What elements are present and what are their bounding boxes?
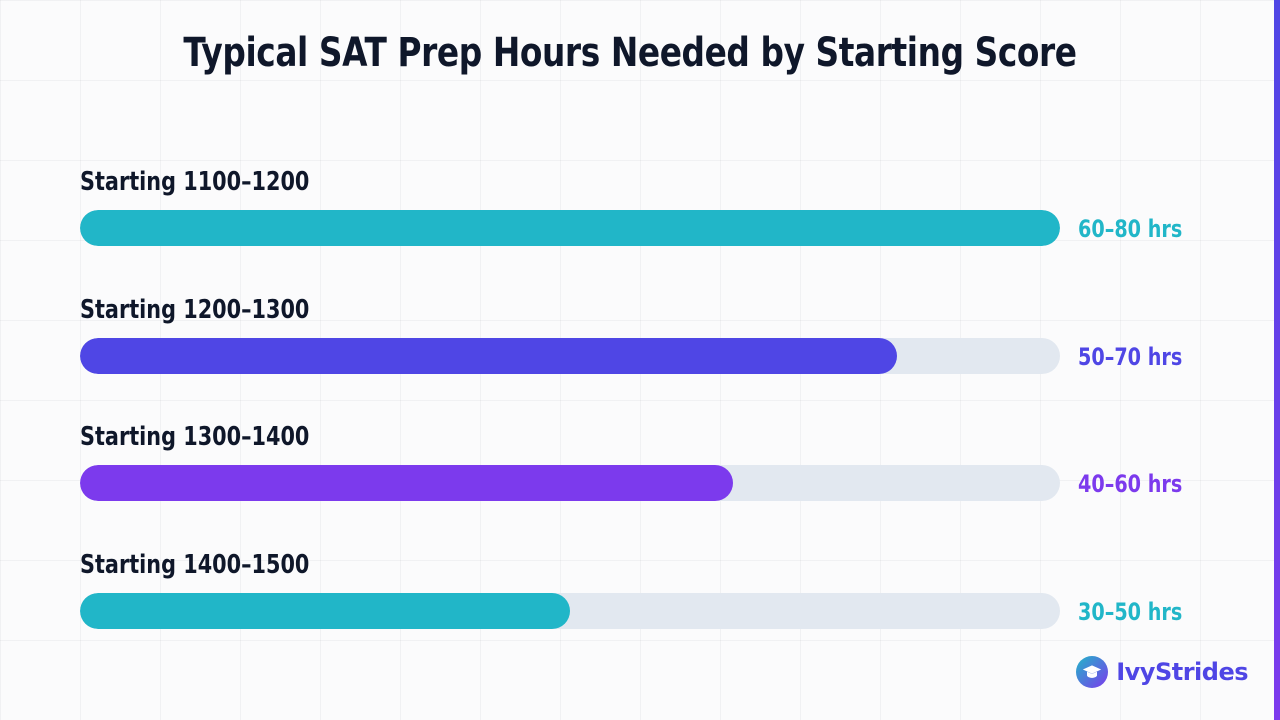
bar-track — [80, 337, 1060, 374]
category-label: Starting 1200–1300 — [80, 294, 310, 325]
category-label: Starting 1400–1500 — [80, 549, 310, 580]
bar-track — [80, 210, 1060, 246]
bar-row: Starting 1200–1300 50–70 hrs — [0, 292, 1260, 392]
bar-row: Starting 1300–1400 40–60 hrs — [0, 419, 1260, 519]
graduation-cap-icon — [1076, 656, 1109, 688]
value-label: 30–50 hrs — [1078, 597, 1183, 626]
value-label: 50–70 hrs — [1078, 342, 1183, 371]
brand-logo: IvyStrides — [1076, 656, 1248, 688]
category-label: Starting 1300–1400 — [80, 422, 310, 452]
chart-title: Typical SAT Prep Hours Needed by Startin… — [183, 30, 1077, 76]
edge-accent-stripe — [1274, 0, 1280, 720]
bar — [80, 592, 570, 629]
bar-row: Starting 1400–1500 30–50 hrs — [0, 547, 1260, 647]
bar — [80, 465, 733, 501]
category-label: Starting 1100–1200 — [80, 167, 310, 197]
brand-name: IvyStrides — [1116, 658, 1248, 686]
bar-track — [80, 465, 1060, 501]
bar-track — [80, 592, 1060, 629]
bar — [80, 210, 1060, 246]
value-label: 40–60 hrs — [1078, 470, 1183, 498]
bar-row: Starting 1100–1200 60–80 hrs — [0, 164, 1260, 264]
bar — [80, 337, 897, 374]
value-label: 60–80 hrs — [1078, 215, 1183, 243]
